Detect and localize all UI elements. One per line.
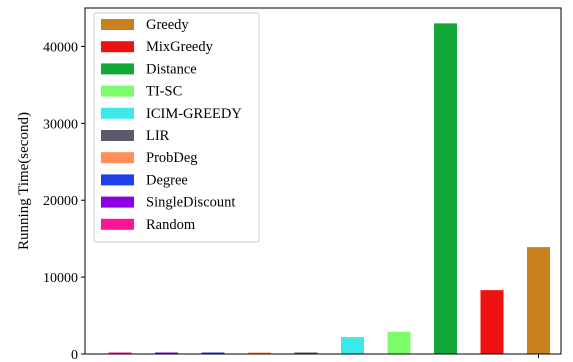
legend-swatch-ti-sc: [101, 85, 134, 97]
bar-lir: [294, 352, 318, 354]
legend-swatch-distance: [101, 63, 134, 75]
plot-frame: [84, 7, 562, 355]
y-tick-label: 10000: [43, 271, 78, 286]
legend-label-icim-greedy: ICIM-GREEDY: [146, 106, 242, 122]
bar-ti-sc: [387, 331, 411, 354]
legend-swatch-mixgreedy: [101, 41, 134, 53]
legend-label-mixgreedy: MixGreedy: [146, 39, 214, 55]
bar-random: [108, 352, 132, 354]
legend-label-ti-sc: TI-SC: [146, 84, 182, 100]
bar-degree: [201, 352, 225, 354]
legend-swatch-probdeg: [101, 152, 134, 164]
bar-singlediscount: [155, 352, 178, 354]
y-tick-label: 40000: [43, 40, 78, 55]
legend-swatch-degree: [101, 174, 134, 186]
y-tick-label: 20000: [43, 194, 78, 209]
legend-label-lir: LIR: [146, 128, 170, 144]
bar-greedy: [527, 247, 550, 354]
bar-distance: [434, 23, 457, 354]
legend-label-greedy: Greedy: [146, 17, 189, 33]
legend-swatch-random: [101, 218, 134, 230]
legend-frame: [93, 12, 260, 243]
legend-swatch-icim-greedy: [101, 107, 134, 119]
legend-swatch-singlediscount: [101, 196, 134, 208]
bar-probdeg: [248, 352, 271, 354]
bars-group: [108, 23, 550, 354]
y-tick-label: 0: [71, 348, 78, 362]
legend-label-singlediscount: SingleDiscount: [146, 195, 235, 211]
legend: Greedy MixGreedy Distance TI-SC ICIM-GREEDY L…: [93, 12, 260, 243]
legend-label-distance: Distance: [146, 61, 197, 77]
y-axis-label: Running Time(second): [16, 112, 32, 250]
legend-swatch-lir: [101, 130, 134, 141]
legend-label-degree: Degree: [146, 172, 188, 188]
legend-label-probdeg: ProbDeg: [146, 150, 198, 166]
y-axis: 0 10000 20000 30000 40000: [43, 40, 85, 362]
legend-label-random: Random: [146, 217, 196, 233]
y-tick-label: 30000: [43, 117, 78, 132]
legend-swatch-greedy: [101, 19, 134, 30]
bar-icim-greedy: [341, 337, 364, 354]
bar-mixgreedy: [480, 290, 504, 354]
